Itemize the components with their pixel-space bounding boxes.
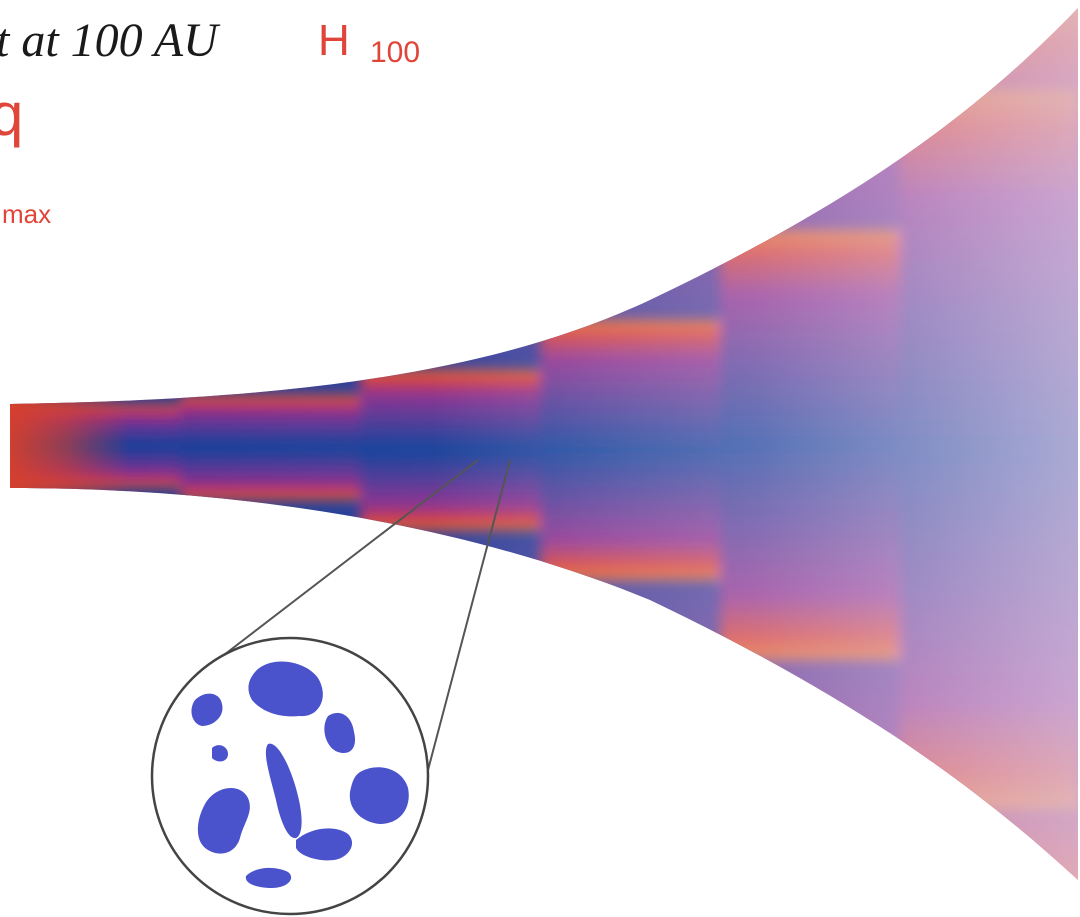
- height-symbol: H: [318, 16, 350, 65]
- height-subscript: 100: [370, 36, 420, 69]
- zoom-line-left: [219, 459, 479, 659]
- height-label: t at 100 AU: [0, 14, 221, 67]
- grain: [245, 867, 292, 888]
- grain: [265, 743, 302, 839]
- grain: [191, 693, 223, 726]
- grain: [212, 745, 228, 762]
- flaring-symbol: q: [0, 81, 23, 148]
- grain: [197, 787, 250, 854]
- grain: [248, 661, 323, 717]
- dust-grains: [191, 661, 409, 888]
- grain: [296, 828, 353, 861]
- grain: [349, 767, 409, 824]
- grain: [324, 712, 356, 754]
- dust-grain-inset: [150, 636, 430, 916]
- zoom-line-right: [427, 459, 511, 771]
- grain-size-label: max: [2, 199, 51, 229]
